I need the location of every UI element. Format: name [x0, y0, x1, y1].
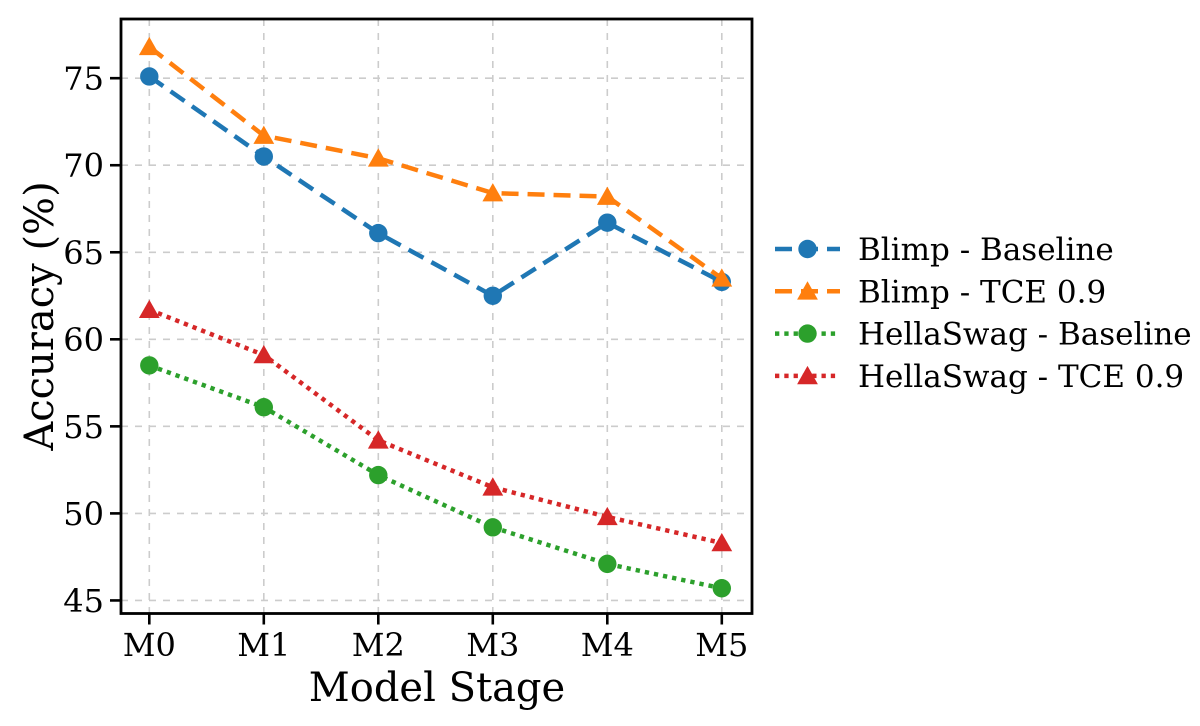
- legend-item-hellaswag-tce-0-9: HellaSwag - TCE 0.9: [775, 359, 1184, 395]
- y-tick-label-45: 45: [63, 582, 104, 620]
- series-line-hellaswag-baseline: [148, 363, 723, 591]
- x-tick-label-M1: M1: [237, 626, 290, 664]
- y-tick-label-60: 60: [63, 321, 104, 359]
- y-tick-label-50: 50: [63, 495, 104, 533]
- series-blimp-tce-0-9: [138, 36, 733, 287]
- legend-marker-hellaswag-tce-0-9: [797, 365, 818, 385]
- series-line-hellaswag-tce-0-9: [148, 307, 723, 546]
- x-tick-label-M2: M2: [352, 626, 405, 664]
- series-hellaswag-baseline: [140, 356, 731, 598]
- x-tick-label-M5: M5: [695, 626, 748, 664]
- data-point-blimp-tce-0-9-M3: [482, 183, 504, 202]
- y-tick-label-70: 70: [63, 147, 104, 185]
- data-point-hellaswag-tce-0-9-M0: [138, 299, 160, 319]
- data-point-hellaswag-baseline-M5: [712, 579, 731, 598]
- series-blimp-baseline: [140, 67, 731, 305]
- data-point-hellaswag-baseline-M0: [140, 356, 159, 375]
- legend-label-hellaswag-tce-0-9: HellaSwag - TCE 0.9: [858, 359, 1184, 395]
- series-line-blimp-tce-0-9: [147, 45, 724, 281]
- data-point-hellaswag-tce-0-9-M4: [596, 506, 618, 526]
- legend-item-blimp-tce-0-9: Blimp - TCE 0.9: [775, 274, 1106, 310]
- y-tick-label-65: 65: [63, 234, 104, 272]
- data-point-blimp-baseline-M2: [369, 223, 388, 243]
- data-point-hellaswag-baseline-M4: [598, 554, 617, 574]
- legend-item-blimp-baseline: Blimp - Baseline: [775, 232, 1114, 268]
- data-point-blimp-baseline-M3: [483, 286, 502, 305]
- x-tick-label-M0: M0: [123, 626, 176, 664]
- x-tick-label-M3: M3: [466, 626, 519, 664]
- legend-label-hellaswag-baseline: HellaSwag - Baseline: [858, 317, 1192, 353]
- legend-label-blimp-tce-0-9: Blimp - TCE 0.9: [858, 274, 1106, 310]
- data-point-hellaswag-tce-0-9-M3: [482, 477, 504, 496]
- data-point-blimp-baseline-M0: [140, 67, 159, 86]
- data-point-hellaswag-baseline-M3: [483, 518, 502, 537]
- legend-marker-blimp-baseline: [798, 239, 817, 259]
- data-point-blimp-tce-0-9-M2: [367, 148, 389, 167]
- data-point-blimp-baseline-M1: [254, 147, 273, 166]
- data-point-hellaswag-tce-0-9-M1: [253, 344, 275, 364]
- data-point-hellaswag-tce-0-9-M2: [367, 430, 389, 449]
- ticks: [110, 76, 724, 625]
- legend: Blimp - Baseline Blimp - TCE 0.9 HellaSwag…: [775, 232, 1192, 395]
- data-point-hellaswag-baseline-M1: [254, 398, 273, 417]
- data-point-hellaswag-baseline-M2: [369, 465, 388, 485]
- x-tick-label-M4: M4: [581, 626, 634, 664]
- series-hellaswag-tce-0-9: [138, 299, 733, 552]
- series-line-blimp-baseline: [148, 74, 723, 299]
- plot-border: [119, 17, 754, 615]
- y-axis-title: Accuracy (%): [17, 181, 63, 451]
- legend-marker-blimp-tce-0-9: [797, 281, 818, 300]
- data-point-blimp-tce-0-9-M5: [711, 268, 733, 287]
- data-point-hellaswag-tce-0-9-M5: [711, 532, 733, 552]
- legend-label-blimp-baseline: Blimp - Baseline: [858, 232, 1114, 268]
- tick-labels: M0 M1 M2 M3 M4 M5 45 50 55 60 65 70 75: [63, 60, 748, 664]
- y-tick-label-75: 75: [63, 60, 104, 98]
- legend-marker-hellaswag-baseline: [798, 324, 817, 343]
- legend-item-hellaswag-baseline: HellaSwag - Baseline: [775, 317, 1192, 353]
- data-point-blimp-tce-0-9-M0: [138, 36, 160, 56]
- data-point-blimp-tce-0-9-M1: [253, 125, 275, 144]
- y-tick-label-55: 55: [63, 408, 104, 446]
- data-point-blimp-tce-0-9-M4: [596, 186, 618, 205]
- grid: [121, 19, 752, 614]
- data-point-blimp-baseline-M4: [598, 213, 617, 232]
- x-axis-title: Model Stage: [308, 665, 566, 711]
